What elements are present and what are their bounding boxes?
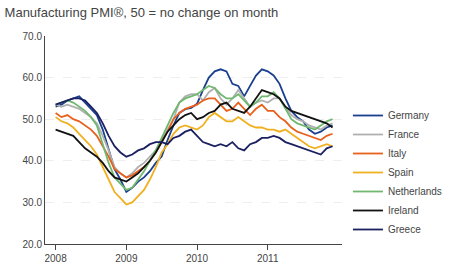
svg-text:Ireland: Ireland [388,205,419,216]
svg-text:2008: 2008 [44,253,67,264]
svg-text:70.0: 70.0 [23,31,43,42]
svg-text:Netherlands: Netherlands [388,186,442,197]
svg-text:30.0: 30.0 [23,197,43,208]
svg-text:Germany: Germany [388,110,429,121]
svg-text:2011: 2011 [257,253,279,264]
svg-text:60.0: 60.0 [23,72,43,83]
svg-text:Manufacturing PMI®, 50 = no ch: Manufacturing PMI®, 50 = no change on mo… [5,5,279,20]
svg-text:France: France [388,129,420,140]
svg-text:2009: 2009 [115,253,138,264]
svg-text:Greece: Greece [388,224,421,235]
svg-text:Italy: Italy [388,148,406,159]
svg-text:2010: 2010 [186,253,209,264]
svg-text:20.0: 20.0 [23,239,43,250]
svg-text:50.0: 50.0 [23,114,43,125]
svg-text:40.0: 40.0 [23,155,43,166]
svg-text:Spain: Spain [388,167,414,178]
